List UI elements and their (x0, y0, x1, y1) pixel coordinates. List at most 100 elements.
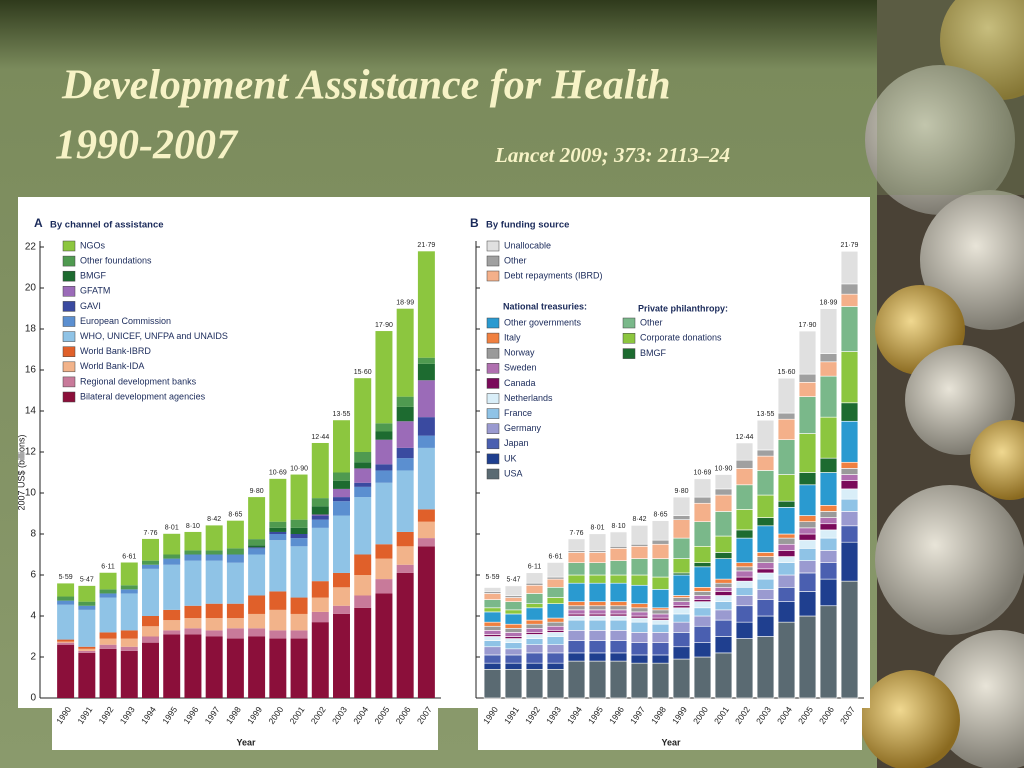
bar-segment (798, 615, 817, 699)
bar-segment (417, 521, 435, 539)
bar-segment (672, 519, 691, 539)
bar-segment (609, 609, 628, 615)
legend-label: France (504, 408, 532, 418)
legend-label: European Commission (80, 316, 171, 326)
bar-segment (546, 652, 565, 664)
bar-segment (819, 537, 838, 551)
bar-segment (777, 543, 796, 551)
bar-segment (840, 498, 859, 512)
bar-segment (588, 630, 607, 641)
bar-segment (333, 587, 350, 606)
bar-segment (609, 615, 628, 621)
bar-segment (567, 582, 586, 602)
bar-segment (226, 520, 244, 549)
bar-segment (142, 626, 159, 637)
bar-segment (777, 439, 796, 475)
bar-segment (735, 468, 754, 486)
bar-segment (333, 472, 350, 481)
bar-segment (375, 544, 393, 559)
bar-segment (417, 363, 435, 381)
bar-segment (226, 554, 244, 563)
bar-segment (226, 628, 244, 639)
panel-letter: A (34, 216, 43, 230)
bar-segment (756, 572, 775, 580)
bar-segment (504, 609, 523, 615)
bar-segment (99, 597, 117, 633)
bar-segment (504, 595, 523, 598)
bar-segment (184, 550, 202, 555)
bar-segment (819, 353, 838, 363)
bar-segment (756, 556, 775, 563)
bar-segment (483, 640, 502, 648)
bar-segment (248, 636, 266, 698)
x-axis-label: Year (661, 737, 681, 747)
bar-segment (290, 546, 308, 598)
bar-segment (99, 593, 117, 598)
bar-segment (311, 611, 329, 623)
legend-swatch (62, 301, 76, 312)
bar-segment (483, 630, 502, 635)
bar-segment (504, 638, 523, 643)
bar-segment (693, 502, 712, 523)
legend-label: Other governments (504, 317, 582, 327)
bar-segment (333, 515, 350, 573)
total-label: 5·47 (506, 577, 520, 584)
bar-segment (504, 654, 523, 664)
bar-segment (588, 562, 607, 576)
bar-segment (630, 558, 649, 576)
bar-segment (819, 562, 838, 580)
bar-segment (525, 632, 544, 635)
bar-segment (819, 308, 838, 354)
legend-swatch (486, 255, 500, 267)
bar-segment (120, 638, 138, 647)
y-tick-label: 2 (30, 652, 36, 663)
bar-segment (248, 613, 266, 629)
bar-segment (567, 562, 586, 576)
bar-segment (609, 548, 628, 561)
bar-segment (269, 521, 287, 528)
bar-segment (269, 609, 287, 631)
panel-letter: B (470, 216, 479, 230)
bar-segment (798, 521, 817, 529)
bar-segment (333, 501, 350, 516)
bar-segment (226, 603, 244, 619)
bar-segment (354, 378, 372, 452)
bar-segment (840, 251, 859, 285)
bar-segment (819, 517, 838, 525)
bar-segment (483, 593, 502, 600)
bar-segment (546, 578, 565, 588)
bar-segment (777, 550, 796, 557)
bar-segment (354, 482, 372, 487)
y-tick-label: 6 (30, 570, 36, 581)
total-label: 10·90 (290, 465, 308, 472)
bar-segment (630, 607, 649, 613)
bar-segment (609, 619, 628, 631)
legend-label: UK (504, 453, 517, 463)
bar-segment (226, 618, 244, 629)
legend-swatch (62, 331, 76, 342)
total-label: 10·90 (715, 465, 733, 472)
bar-segment (588, 609, 607, 615)
bar-segment (396, 308, 414, 397)
bar-segment (714, 652, 733, 699)
bar-segment (142, 568, 159, 616)
bar-segment (163, 620, 181, 631)
bar-segment (588, 533, 607, 551)
bar-segment (630, 584, 649, 605)
bar-segment (777, 533, 796, 539)
slide-title: Development Assistance for Health (61, 63, 671, 109)
bar-segment (504, 662, 523, 670)
bar-segment (163, 564, 181, 610)
bar-segment (290, 538, 308, 547)
bar-segment (57, 596, 75, 601)
bar-segment (57, 583, 75, 597)
bar-segment (354, 497, 372, 555)
legend-label: Germany (504, 423, 542, 433)
bar-segment (333, 572, 350, 588)
bar-segment (840, 511, 859, 527)
bar-segment (163, 533, 181, 555)
bar-segment (609, 574, 628, 584)
bar-segment (777, 562, 796, 576)
bar-segment (290, 519, 308, 528)
bar-segment (756, 455, 775, 471)
